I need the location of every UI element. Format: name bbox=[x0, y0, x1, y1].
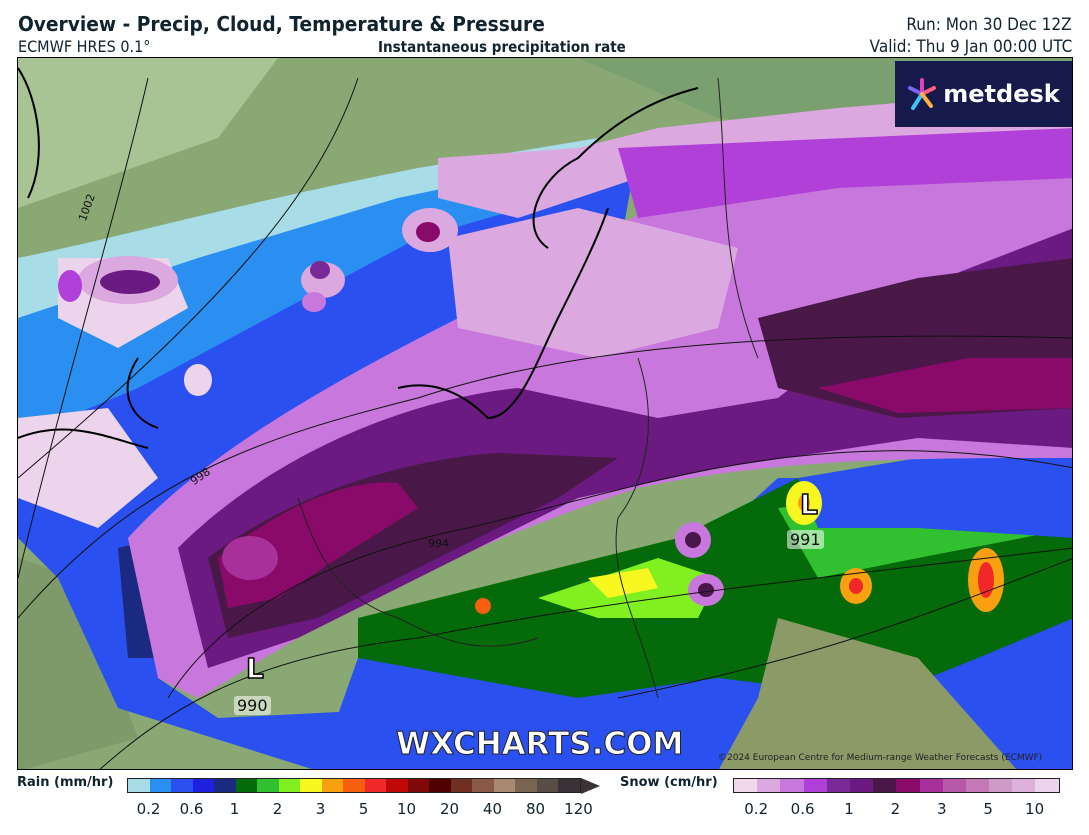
rain-swatch bbox=[278, 779, 300, 792]
weather-map: metdesk 1002 998 994 L 990 L 991 WXCHART… bbox=[17, 57, 1073, 770]
rain-swatch bbox=[343, 779, 365, 792]
snow-swatch bbox=[896, 779, 920, 792]
rain-swatch bbox=[171, 779, 193, 792]
low-pressure-symbol: L bbox=[245, 651, 264, 686]
rain-swatch bbox=[192, 779, 214, 792]
rain-swatch bbox=[128, 779, 150, 792]
rain-swatch bbox=[300, 779, 322, 792]
snow-swatch bbox=[942, 779, 966, 792]
rain-tick-label: 5 bbox=[358, 800, 369, 818]
rain-swatch bbox=[558, 779, 580, 792]
rain-tick-label: 120 bbox=[564, 800, 593, 818]
rain-swatch bbox=[450, 779, 472, 792]
rain-swatch bbox=[214, 779, 236, 792]
rain-swatch bbox=[364, 779, 386, 792]
rain-swatch bbox=[493, 779, 515, 792]
snow-swatch bbox=[1012, 779, 1036, 792]
rain-tick-label: 2 bbox=[272, 800, 283, 818]
snow-tick-label: 0.2 bbox=[744, 800, 769, 818]
snow-tick-label: 5 bbox=[983, 800, 993, 818]
snow-swatch bbox=[989, 779, 1013, 792]
rain-arrow bbox=[580, 777, 600, 794]
snow-swatch bbox=[1035, 779, 1059, 792]
rain-tick-label: 1 bbox=[229, 800, 240, 818]
snow-swatch bbox=[873, 779, 897, 792]
rain-legend-label: Rain (mm/hr) bbox=[17, 775, 114, 790]
chart-title: Overview - Precip, Cloud, Temperature & … bbox=[18, 12, 545, 36]
snow-swatch bbox=[757, 779, 781, 792]
model-name: ECMWF HRES 0.1° bbox=[18, 37, 151, 56]
rain-tick-label: 80 bbox=[525, 800, 546, 818]
rain-swatch bbox=[407, 779, 429, 792]
rain-tick-label: 3 bbox=[315, 800, 326, 818]
snow-tick-label: 10 bbox=[1025, 800, 1045, 818]
rain-tick-label: 20 bbox=[439, 800, 460, 818]
rain-swatch bbox=[257, 779, 279, 792]
valid-time: Valid: Thu 9 Jan 00:00 UTC bbox=[869, 37, 1072, 57]
rain-swatch bbox=[429, 779, 451, 792]
low-pressure-value: 991 bbox=[787, 530, 824, 549]
snow-swatch bbox=[780, 779, 804, 792]
rain-swatch bbox=[321, 779, 343, 792]
snow-tick-label: 3 bbox=[937, 800, 947, 818]
snow-arrow bbox=[1059, 777, 1079, 794]
snow-legend-label: Snow (cm/hr) bbox=[620, 775, 718, 790]
snow-swatch bbox=[734, 779, 758, 792]
copyright: ©2024 European Centre for Medium-range W… bbox=[718, 753, 1043, 763]
run-time: Run: Mon 30 Dec 12Z bbox=[906, 15, 1072, 35]
snow-colorbar bbox=[733, 777, 1079, 794]
precip-field bbox=[18, 58, 1072, 769]
snow-tick-label: 1 bbox=[844, 800, 854, 818]
metdesk-logo-text: metdesk bbox=[943, 80, 1060, 108]
metdesk-logo-icon bbox=[908, 78, 937, 110]
low-pressure-value: 990 bbox=[234, 696, 271, 715]
rain-swatch bbox=[149, 779, 171, 792]
rain-swatch bbox=[515, 779, 537, 792]
low-pressure-symbol: L bbox=[799, 487, 818, 522]
rain-tick-label: 10 bbox=[396, 800, 417, 818]
chart-subtitle: Instantaneous precipitation rate bbox=[378, 38, 626, 56]
isobar-label: 994 bbox=[428, 537, 449, 550]
metdesk-logo: metdesk bbox=[895, 61, 1072, 127]
rain-swatch bbox=[235, 779, 257, 792]
rain-tick-label: 0.6 bbox=[179, 800, 204, 818]
rain-swatch bbox=[386, 779, 408, 792]
rain-tick-label: 40 bbox=[482, 800, 503, 818]
snow-swatch bbox=[826, 779, 850, 792]
watermark: WXCHARTS.COM bbox=[395, 726, 684, 763]
snow-tick-label: 0.6 bbox=[790, 800, 815, 818]
rain-tick-label: 0.2 bbox=[136, 800, 161, 818]
rain-swatch bbox=[472, 779, 494, 792]
snow-swatch bbox=[849, 779, 874, 792]
rain-colorbar bbox=[127, 777, 600, 794]
snow-swatch bbox=[919, 779, 943, 792]
rain-swatch bbox=[536, 779, 558, 792]
snow-swatch bbox=[965, 779, 990, 792]
snow-tick-label: 2 bbox=[890, 800, 901, 818]
snow-swatch bbox=[803, 779, 827, 792]
